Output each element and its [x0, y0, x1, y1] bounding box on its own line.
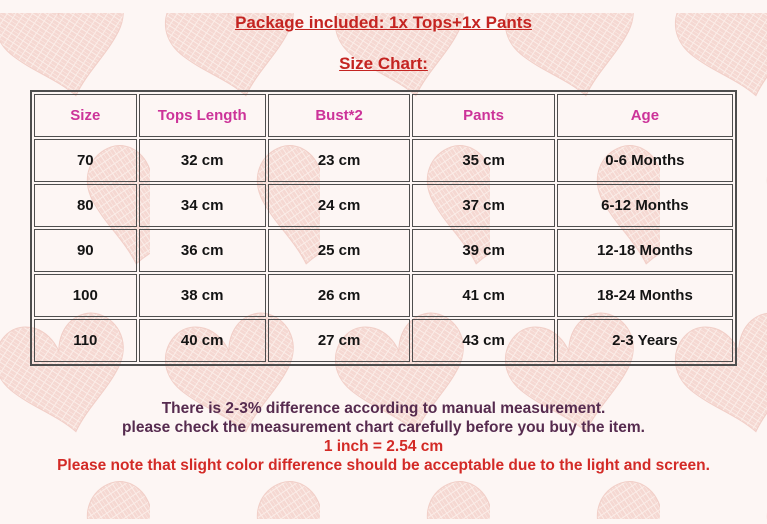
- table-cell: 43 cm: [412, 319, 555, 362]
- note-check-chart: please check the measurement chart caref…: [122, 419, 645, 436]
- size-chart-table-head: Size Tops Length Bust*2 Pants Age: [34, 94, 733, 137]
- table-cell: 110: [34, 319, 137, 362]
- column-header: Pants: [412, 94, 555, 137]
- column-header: Size: [34, 94, 137, 137]
- size-chart-table: Size Tops Length Bust*2 Pants Age 70 32 cm 23 …: [30, 90, 737, 366]
- table-cell: 70: [34, 139, 137, 182]
- note-inch-conversion: 1 inch = 2.54 cm: [323, 438, 444, 455]
- size-chart-table-body: 70 32 cm 23 cm 35 cm 0-6 Months 80 34 cm 24 cm 3…: [34, 139, 733, 362]
- table-row: 80 34 cm 24 cm 37 cm 6-12 Months: [34, 184, 733, 227]
- table-cell: 38 cm: [138, 274, 266, 317]
- table-cell: 12-18 Months: [556, 229, 733, 272]
- table-cell: 18-24 Months: [556, 274, 733, 317]
- table-row: 100 38 cm 26 cm 41 cm 18-24 Months: [34, 274, 733, 317]
- table-cell: 6-12 Months: [556, 184, 733, 227]
- size-chart-page: Package included: 1x Tops+1x Pants Size …: [0, 13, 767, 475]
- table-cell: 32 cm: [138, 139, 266, 182]
- table-cell: 27 cm: [267, 319, 411, 362]
- table-cell: 35 cm: [412, 139, 555, 182]
- table-cell: 37 cm: [412, 184, 555, 227]
- table-cell: 39 cm: [412, 229, 555, 272]
- table-cell: 2-3 Years: [556, 319, 733, 362]
- table-row: 90 36 cm 25 cm 39 cm 12-18 Months: [34, 229, 733, 272]
- table-cell: 41 cm: [412, 274, 555, 317]
- column-header: Tops Length: [138, 94, 266, 137]
- table-row: 70 32 cm 23 cm 35 cm 0-6 Months: [34, 139, 733, 182]
- note-color-difference: Please note that slight color difference…: [57, 457, 710, 474]
- hearts-pattern-background: [0, 13, 767, 519]
- table-cell: 25 cm: [267, 229, 411, 272]
- table-cell: 40 cm: [138, 319, 266, 362]
- hearts-pattern-svg: [0, 13, 767, 519]
- table-cell: 100: [34, 274, 137, 317]
- table-row: 110 40 cm 27 cm 43 cm 2-3 Years: [34, 319, 733, 362]
- size-chart-heading: Size Chart:: [339, 54, 428, 73]
- table-cell: 24 cm: [267, 184, 411, 227]
- table-cell: 34 cm: [138, 184, 266, 227]
- measurement-notes: There is 2-3% difference according to ma…: [0, 399, 767, 475]
- column-header: Bust*2: [267, 94, 411, 137]
- note-manual-measurement: There is 2-3% difference according to ma…: [161, 400, 606, 417]
- table-cell: 26 cm: [267, 274, 411, 317]
- table-cell: 90: [34, 229, 137, 272]
- table-cell: 0-6 Months: [556, 139, 733, 182]
- column-header: Age: [556, 94, 733, 137]
- table-header-row: Size Tops Length Bust*2 Pants Age: [34, 94, 733, 137]
- table-cell: 36 cm: [138, 229, 266, 272]
- table-cell: 80: [34, 184, 137, 227]
- table-cell: 23 cm: [267, 139, 411, 182]
- package-included-title: Package included: 1x Tops+1x Pants: [235, 13, 532, 32]
